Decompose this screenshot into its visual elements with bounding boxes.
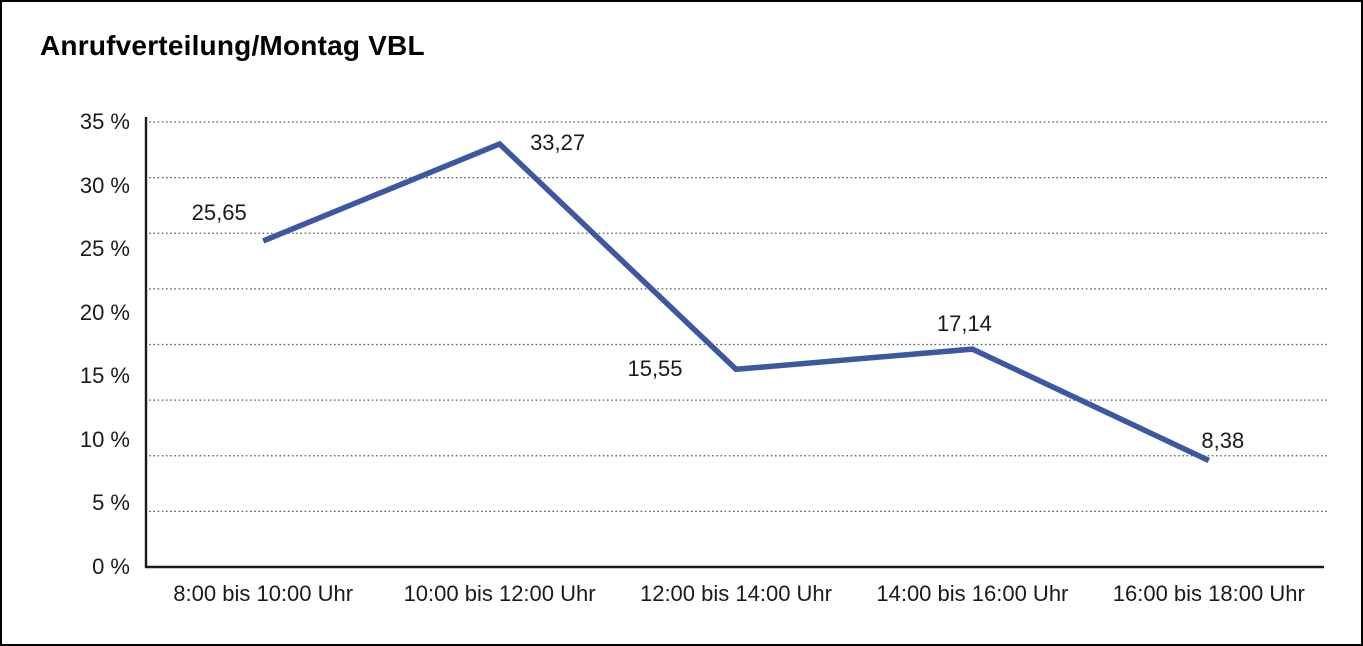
- data-point-label: 8,38: [1201, 428, 1245, 454]
- x-axis-category-label: 14:00 bis 16:00 Uhr: [876, 581, 1069, 606]
- y-axis-tick-label: 5 %: [92, 490, 130, 516]
- data-point-label: 33,27: [530, 129, 586, 155]
- data-point-label: 25,65: [191, 199, 247, 225]
- y-axis-tick-label: 25 %: [79, 236, 130, 262]
- x-axis-category-label: 10:00 bis 12:00 Uhr: [403, 581, 596, 606]
- x-axis-category-label: 16:00 bis 18:00 Uhr: [1112, 581, 1305, 606]
- y-axis-tick-label: 15 %: [79, 363, 130, 389]
- y-axis-tick-label: 35 %: [79, 109, 130, 134]
- chart-title: Anrufverteilung/Montag VBL: [40, 30, 425, 61]
- data-point-label: 17,14: [936, 311, 992, 337]
- y-axis-tick-label: 0 %: [92, 554, 130, 579]
- x-axis-category-label: 12:00 bis 14:00 Uhr: [639, 581, 832, 606]
- y-axis-tick-label: 10 %: [79, 426, 130, 452]
- y-axis-tick-label: 20 %: [79, 299, 130, 325]
- data-point-label: 15,55: [627, 356, 683, 382]
- y-axis-tick-label: 30 %: [79, 172, 130, 198]
- series-line: [262, 140, 1210, 463]
- x-axis-category-label: 8:00 bis 10:00 Uhr: [173, 581, 354, 606]
